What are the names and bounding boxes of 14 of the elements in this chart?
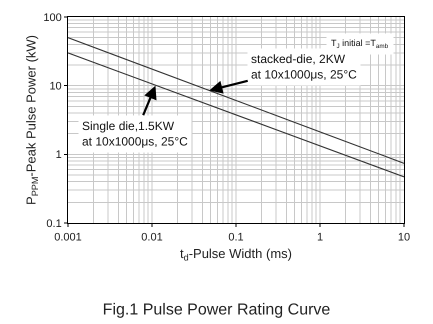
annotation: stacked-die, 2KW at 10x1000μs, 25°C — [251, 52, 358, 82]
annotation: T$_{J}$ initial =T$_{amb}$ — [331, 38, 389, 50]
y-tick-label: 100 — [43, 12, 62, 24]
x-tick-label: 10 — [398, 231, 410, 244]
x-axis-title: t$_{d}$-Pulse Width (ms) — [180, 246, 292, 263]
x-tick-label: 0.01 — [141, 231, 163, 244]
y-tick-label: 10 — [49, 80, 62, 93]
x-tick-label: 0.1 — [228, 231, 244, 244]
y-tick-label: 1 — [56, 149, 62, 162]
x-tick-label: 1 — [316, 231, 324, 244]
y-tick-label: 0.1 — [46, 218, 62, 230]
x-tick-label: 0.001 — [54, 231, 82, 244]
annotation: Single die,1.5KW at 10x1000μs, 25°C — [82, 119, 188, 149]
text: Fig.1 Pulse Power Rating Curve — [102, 301, 330, 318]
